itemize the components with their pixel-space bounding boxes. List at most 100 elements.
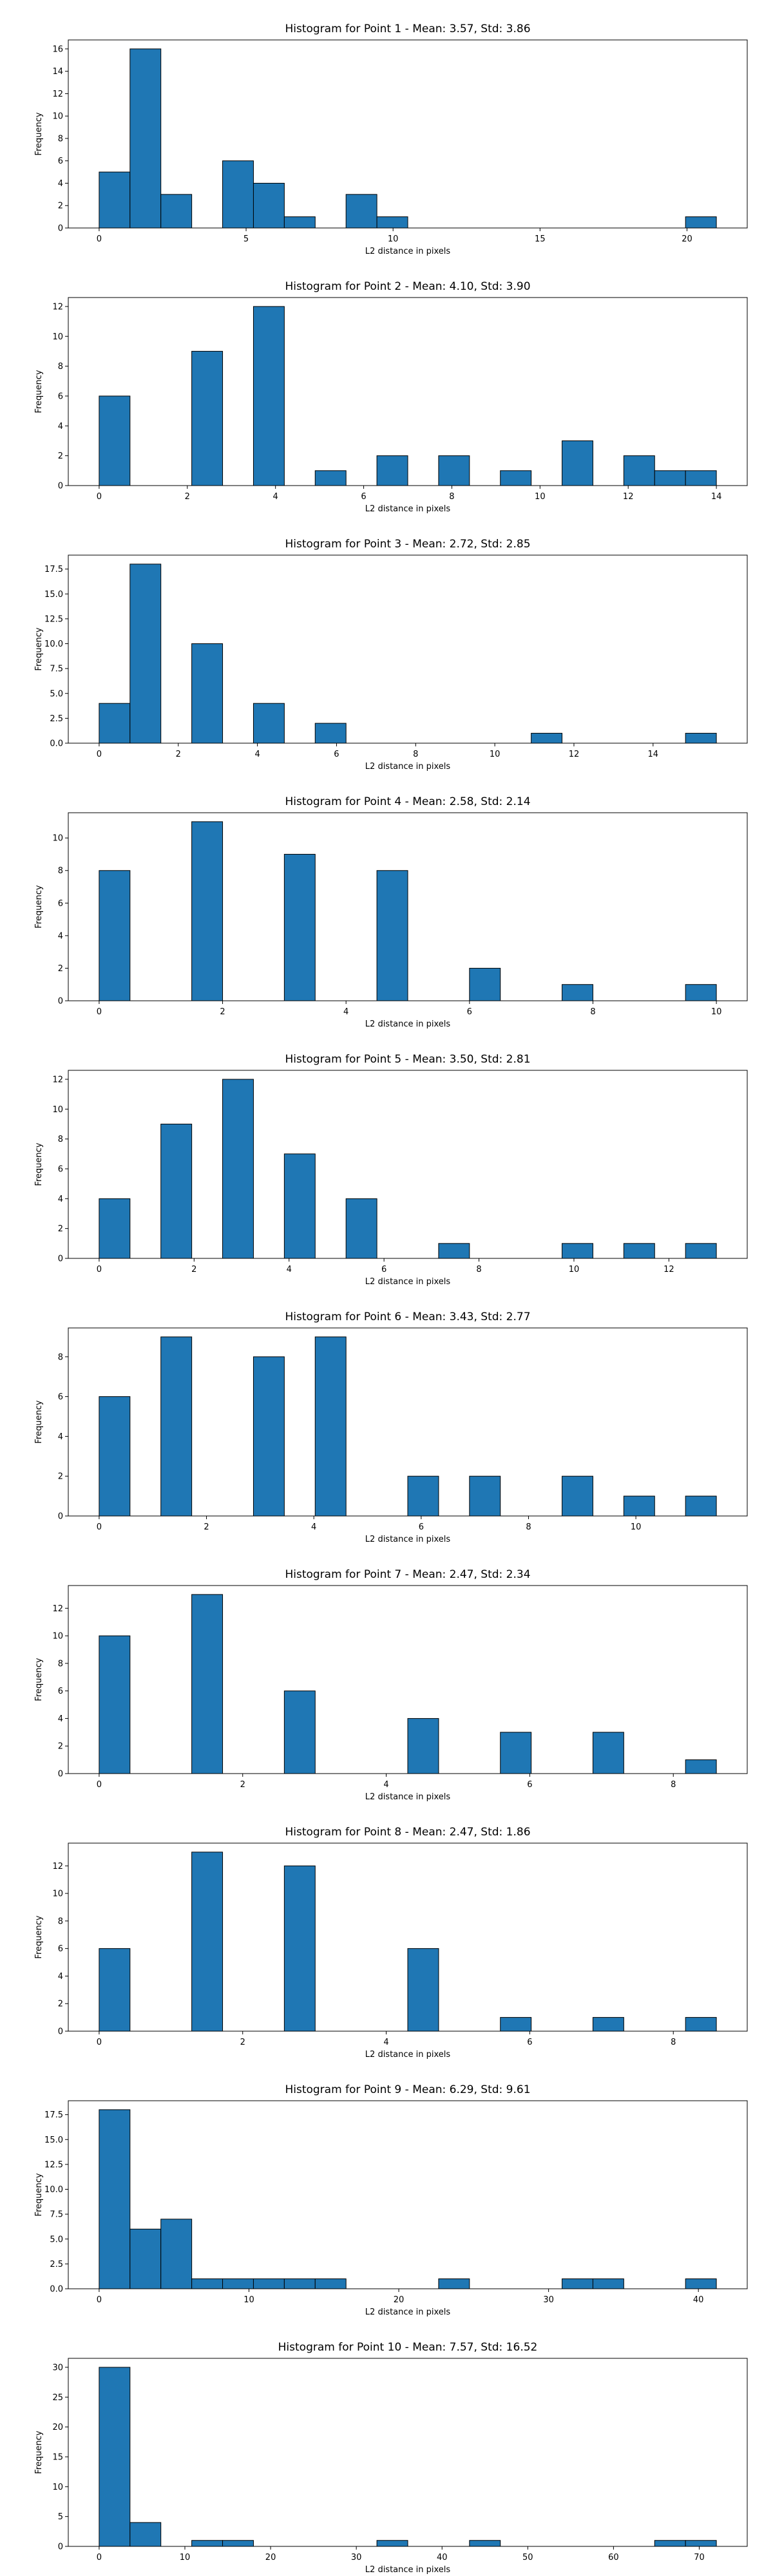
x-tick-label: 0 [97,492,102,502]
histogram-bar [623,1495,655,1517]
y-tick-label: 4 [58,1195,63,1204]
x-tick-label: 2 [176,750,181,759]
histogram-bar [685,984,717,1001]
histogram-bar [407,1718,439,1774]
histogram-bar [191,1852,224,2032]
histogram-bar [222,2278,254,2289]
x-tick-label: 70 [694,2553,705,2562]
histogram-bar [592,1732,624,1774]
y-tick-label: 7.5 [50,665,63,674]
plot-frame [68,1327,748,1517]
histogram-bar [99,870,131,1001]
histogram-bar [685,733,717,744]
histogram-bar [99,171,131,229]
x-tick-label: 2 [204,1522,209,1532]
y-tick-label: 30 [52,2363,63,2372]
histogram-bar [500,2017,532,2032]
chart-title: Histogram for Point 9 - Mean: 6.29, Std:… [285,2083,530,2096]
histogram-bar [129,2228,162,2289]
x-tick-label: 5 [243,234,249,244]
histogram-bar [191,2540,224,2547]
y-tick-label: 10 [52,1889,63,1899]
y-axis-label: Frequency [34,1142,44,1186]
y-tick-label: 4 [58,179,63,189]
x-tick-label: 6 [527,2038,532,2047]
histogram-bar [314,470,347,486]
y-tick-label: 4 [58,931,63,941]
y-tick-label: 12.5 [44,2160,63,2170]
histogram-bar [99,1948,131,2032]
y-tick-label: 4 [58,422,63,431]
histogram-bar [191,350,224,486]
chart-title: Histogram for Point 10 - Mean: 7.57, Std… [278,2341,538,2354]
x-tick-label: 8 [590,1007,595,1017]
y-tick-label: 8 [58,134,63,144]
histogram-bar [500,470,532,486]
y-tick-label: 10 [52,112,63,122]
histogram-bar [438,2278,470,2289]
y-tick-label: 12 [52,1075,63,1084]
x-tick-label: 10 [490,750,501,759]
histogram-bar [654,2540,686,2547]
y-tick-label: 8 [58,866,63,876]
chart-title: Histogram for Point 6 - Mean: 3.43, Std:… [285,1311,530,1323]
x-tick-label: 0 [97,750,102,759]
histogram-bar [685,2017,717,2032]
x-tick-label: 8 [671,1780,676,1790]
x-tick-label: 2 [191,1265,196,1274]
histogram-bar [222,2540,254,2547]
histogram-bar [283,1865,316,2032]
y-tick-label: 2 [58,1224,63,1234]
x-tick-label: 30 [543,2295,554,2305]
x-tick-label: 4 [311,1522,316,1532]
x-tick-label: 0 [97,1265,102,1274]
histogram-bar [99,395,131,486]
histogram-bar [191,643,224,744]
y-tick-label: 0 [58,482,63,491]
x-tick-label: 6 [334,750,339,759]
histogram-bar [283,2278,316,2289]
x-tick-label: 8 [449,492,454,502]
chart-panel-6: Histogram for Point 6 - Mean: 3.43, Std:… [34,1311,748,1544]
histogram-bar [314,2278,347,2289]
histogram-bar [407,1475,439,1517]
chart-title: Histogram for Point 5 - Mean: 3.50, Std:… [285,1053,530,1066]
y-axis-label: Frequency [34,370,44,413]
y-tick-label: 2 [58,964,63,974]
y-axis-label: Frequency [34,1400,44,1443]
x-tick-label: 0 [97,1007,102,1017]
x-tick-label: 8 [476,1265,481,1274]
y-tick-label: 10 [52,1632,63,1642]
x-tick-label: 12 [623,492,634,502]
x-tick-label: 0 [97,2295,102,2305]
y-tick-label: 0 [58,2027,63,2037]
y-tick-label: 12.5 [44,614,63,624]
y-tick-label: 15 [52,2452,63,2462]
y-tick-label: 17.5 [44,2110,63,2120]
y-tick-label: 2 [58,2000,63,2009]
chart-panel-8: Histogram for Point 8 - Mean: 2.47, Std:… [34,1826,748,2060]
x-tick-label: 14 [648,750,659,759]
x-tick-label: 60 [608,2553,619,2562]
histogram-bar [99,1396,131,1517]
plot-frame [68,297,748,486]
y-tick-label: 5.0 [50,689,63,699]
x-axis-label: L2 distance in pixels [365,2565,451,2575]
x-tick-label: 2 [240,2038,245,2047]
histogram-bar [376,216,408,229]
histogram-bar [685,2278,717,2289]
y-tick-label: 2.5 [50,714,63,724]
plot-frame [68,554,748,744]
y-tick-label: 6 [58,392,63,401]
x-axis-label: L2 distance in pixels [365,1277,451,1287]
y-tick-label: 8 [58,1659,63,1669]
x-tick-label: 0 [97,2553,102,2562]
x-axis-label: L2 distance in pixels [365,2050,451,2060]
histogram-bar [283,216,316,229]
y-tick-label: 2 [58,451,63,461]
y-tick-label: 2 [58,202,63,211]
x-axis-label: L2 distance in pixels [365,762,451,772]
y-tick-label: 0.0 [50,739,63,749]
histogram-bar [376,2540,408,2547]
